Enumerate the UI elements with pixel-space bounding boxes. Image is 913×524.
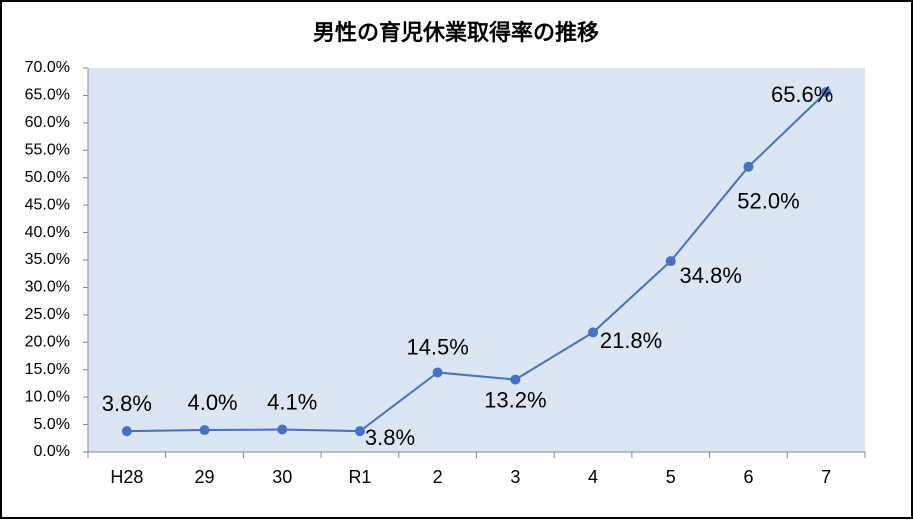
x-tick-label: 7 (821, 467, 831, 487)
x-tick-label: 30 (272, 467, 292, 487)
y-tick-label: 50.0% (25, 169, 70, 186)
data-label: 4.0% (187, 390, 237, 415)
marker (354, 426, 365, 437)
x-tick-label: R1 (348, 467, 371, 487)
data-label: 3.8% (102, 391, 152, 416)
y-tick-label: 45.0% (25, 196, 70, 213)
y-tick-label: 30.0% (25, 279, 70, 296)
data-label: 4.1% (267, 389, 317, 414)
y-tick-label: 65.0% (25, 87, 70, 104)
y-tick-label: 20.0% (25, 334, 70, 351)
marker (432, 367, 443, 378)
y-tick-label: 60.0% (25, 114, 70, 131)
data-label: 65.6% (771, 82, 833, 107)
y-tick-label: 40.0% (25, 224, 70, 241)
y-tick-label: 10.0% (25, 388, 70, 405)
data-label: 34.8% (680, 263, 742, 288)
plot-area (88, 68, 865, 452)
y-tick-label: 70.0% (25, 59, 70, 76)
data-label: 13.2% (484, 387, 546, 412)
x-tick-label: 5 (666, 467, 676, 487)
y-tick-label: 15.0% (25, 361, 70, 378)
x-tick-label: H28 (110, 467, 143, 487)
x-tick-label: 6 (743, 467, 753, 487)
x-tick-label: 4 (588, 467, 598, 487)
y-tick-label: 0.0% (34, 443, 70, 460)
marker (510, 374, 521, 385)
data-label: 14.5% (406, 334, 468, 359)
data-label: 52.0% (737, 189, 799, 214)
marker (588, 327, 599, 338)
x-tick-label: 3 (510, 467, 520, 487)
marker (121, 426, 132, 437)
y-tick-label: 5.0% (34, 416, 70, 433)
marker (277, 424, 288, 435)
x-tick-label: 2 (433, 467, 443, 487)
line (126, 91, 827, 433)
y-tick-label: 25.0% (25, 306, 70, 323)
y-tick-label: 35.0% (25, 251, 70, 268)
chart-title: 男性の育児休業取得率の推移 (313, 20, 599, 45)
x-tick-label: 29 (195, 467, 215, 487)
marker (821, 87, 832, 98)
y-tick-label: 55.0% (25, 142, 70, 159)
marker (743, 161, 754, 172)
marker (199, 425, 210, 436)
data-label: 21.8% (600, 328, 662, 353)
data-label: 3.8% (365, 425, 415, 450)
marker (665, 256, 676, 267)
